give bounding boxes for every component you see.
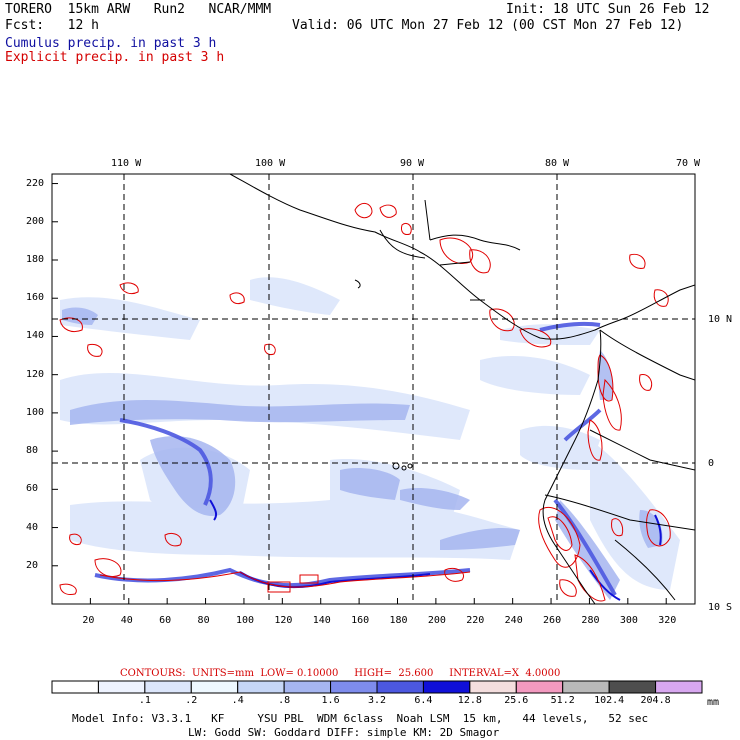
- y-tick-label: 60: [26, 483, 39, 495]
- colorbar-label: 3.2: [367, 695, 387, 706]
- x-tick-label: 300: [619, 615, 638, 626]
- y-tick-label: 220: [26, 177, 45, 189]
- colorbar-swatch: [608, 680, 657, 694]
- colorbar-swatch: [562, 680, 610, 694]
- colorbar-label: 6.4: [414, 695, 433, 706]
- y-tick-label: 100: [26, 406, 45, 418]
- colorbar-swatch: [515, 680, 564, 694]
- x-tick-label: 240: [504, 615, 523, 626]
- x-tick-label: 20: [82, 615, 95, 626]
- y-tick-label: 200: [26, 215, 45, 227]
- lon-label-80w: 80 W: [545, 158, 570, 169]
- colorbar-swatch: [190, 680, 239, 694]
- colorbar-swatch: [144, 680, 192, 694]
- forecast-hour: Fcst: 12 h: [5, 18, 99, 33]
- colorbar-swatch: [469, 680, 517, 694]
- x-tick-label: 320: [658, 615, 677, 626]
- y-tick-label: 80: [26, 445, 39, 457]
- lon-label-110w: 110 W: [111, 158, 142, 169]
- x-tick-label: 120: [274, 615, 293, 626]
- colorbar-label: .1: [138, 695, 151, 706]
- y-tick-label: 20: [26, 559, 39, 571]
- explicit-precip-boxes: [267, 574, 319, 593]
- x-tick-label: 220: [466, 615, 485, 626]
- x-tick-label: 80: [197, 615, 210, 626]
- colorbar-label: 102.4: [594, 695, 625, 706]
- x-tick-label: 40: [120, 615, 133, 626]
- x-tick-label: 200: [427, 615, 446, 626]
- valid-time: Valid: 06 UTC Mon 27 Feb 12 (00 CST Mon …: [292, 18, 684, 33]
- y-tick-label: 40: [26, 521, 39, 533]
- colorbar-label: .4: [231, 695, 244, 706]
- colorbar-label: .8: [278, 695, 291, 706]
- colorbar-swatch: [237, 680, 285, 694]
- colorbar-swatch: [376, 680, 424, 694]
- graticule: [52, 174, 695, 604]
- colorbar-swatch: [283, 680, 332, 694]
- x-tick-label: 140: [312, 615, 331, 626]
- lon-label-90w: 90 W: [400, 158, 425, 169]
- init-time: Init: 18 UTC Sun 26 Feb 12: [506, 2, 710, 17]
- colorbar-swatch: [51, 680, 99, 694]
- colorbar-swatch: [655, 680, 703, 694]
- explicit-precip-contours: [59, 203, 671, 602]
- axis-ticks: [52, 183, 667, 604]
- colorbar-swatch: [330, 680, 378, 694]
- x-tick-label: 160: [351, 615, 370, 626]
- lat-label-10s: 10 S: [708, 602, 733, 613]
- colorbar-swatch: [422, 680, 471, 694]
- lon-label-70w: 70 W: [676, 158, 701, 169]
- explicit-legend-label: Explicit precip. in past 3 h: [5, 50, 225, 65]
- lat-label-10n: 10 N: [708, 314, 733, 325]
- colorbar-label: 12.8: [457, 695, 482, 706]
- y-tick-label: 160: [26, 292, 45, 304]
- lat-label-0: 0: [708, 458, 715, 469]
- model-info: Model Info: V3.3.1 KF YSU PBL WDM 6class…: [72, 712, 649, 725]
- x-tick-label: 280: [581, 615, 600, 626]
- colorbar: [51, 680, 703, 694]
- contour-info: CONTOURS: UNITS=mm LOW= 0.10000 HIGH= 25…: [120, 668, 561, 679]
- colorbar-units: mm: [707, 697, 720, 708]
- y-tick-label: 120: [26, 368, 45, 380]
- colorbar-label: 1.6: [321, 695, 340, 706]
- colorbar-label: 204.8: [640, 695, 671, 706]
- precip-fields: [59, 203, 680, 602]
- colorbar-label: 25.6: [504, 695, 529, 706]
- physics-info: LW: Godd SW: Goddard DIFF: simple KM: 2D…: [188, 726, 500, 739]
- x-tick-label: 60: [159, 615, 172, 626]
- x-tick-label: 100: [235, 615, 254, 626]
- cumulus-legend-label: Cumulus precip. in past 3 h: [5, 36, 217, 51]
- y-tick-label: 180: [26, 254, 45, 265]
- x-tick-label: 180: [389, 615, 408, 626]
- plot-frame: [51, 173, 696, 605]
- model-title: TORERO 15km ARW Run2 NCAR/MMM: [5, 2, 272, 17]
- coastlines: [229, 174, 695, 604]
- colorbar-label: .2: [185, 695, 198, 706]
- lon-label-100w: 100 W: [255, 158, 286, 169]
- colorbar-label: 51.2: [550, 695, 575, 706]
- colorbar-swatch: [97, 680, 146, 694]
- x-tick-label: 260: [543, 615, 562, 626]
- y-tick-label: 140: [26, 330, 45, 342]
